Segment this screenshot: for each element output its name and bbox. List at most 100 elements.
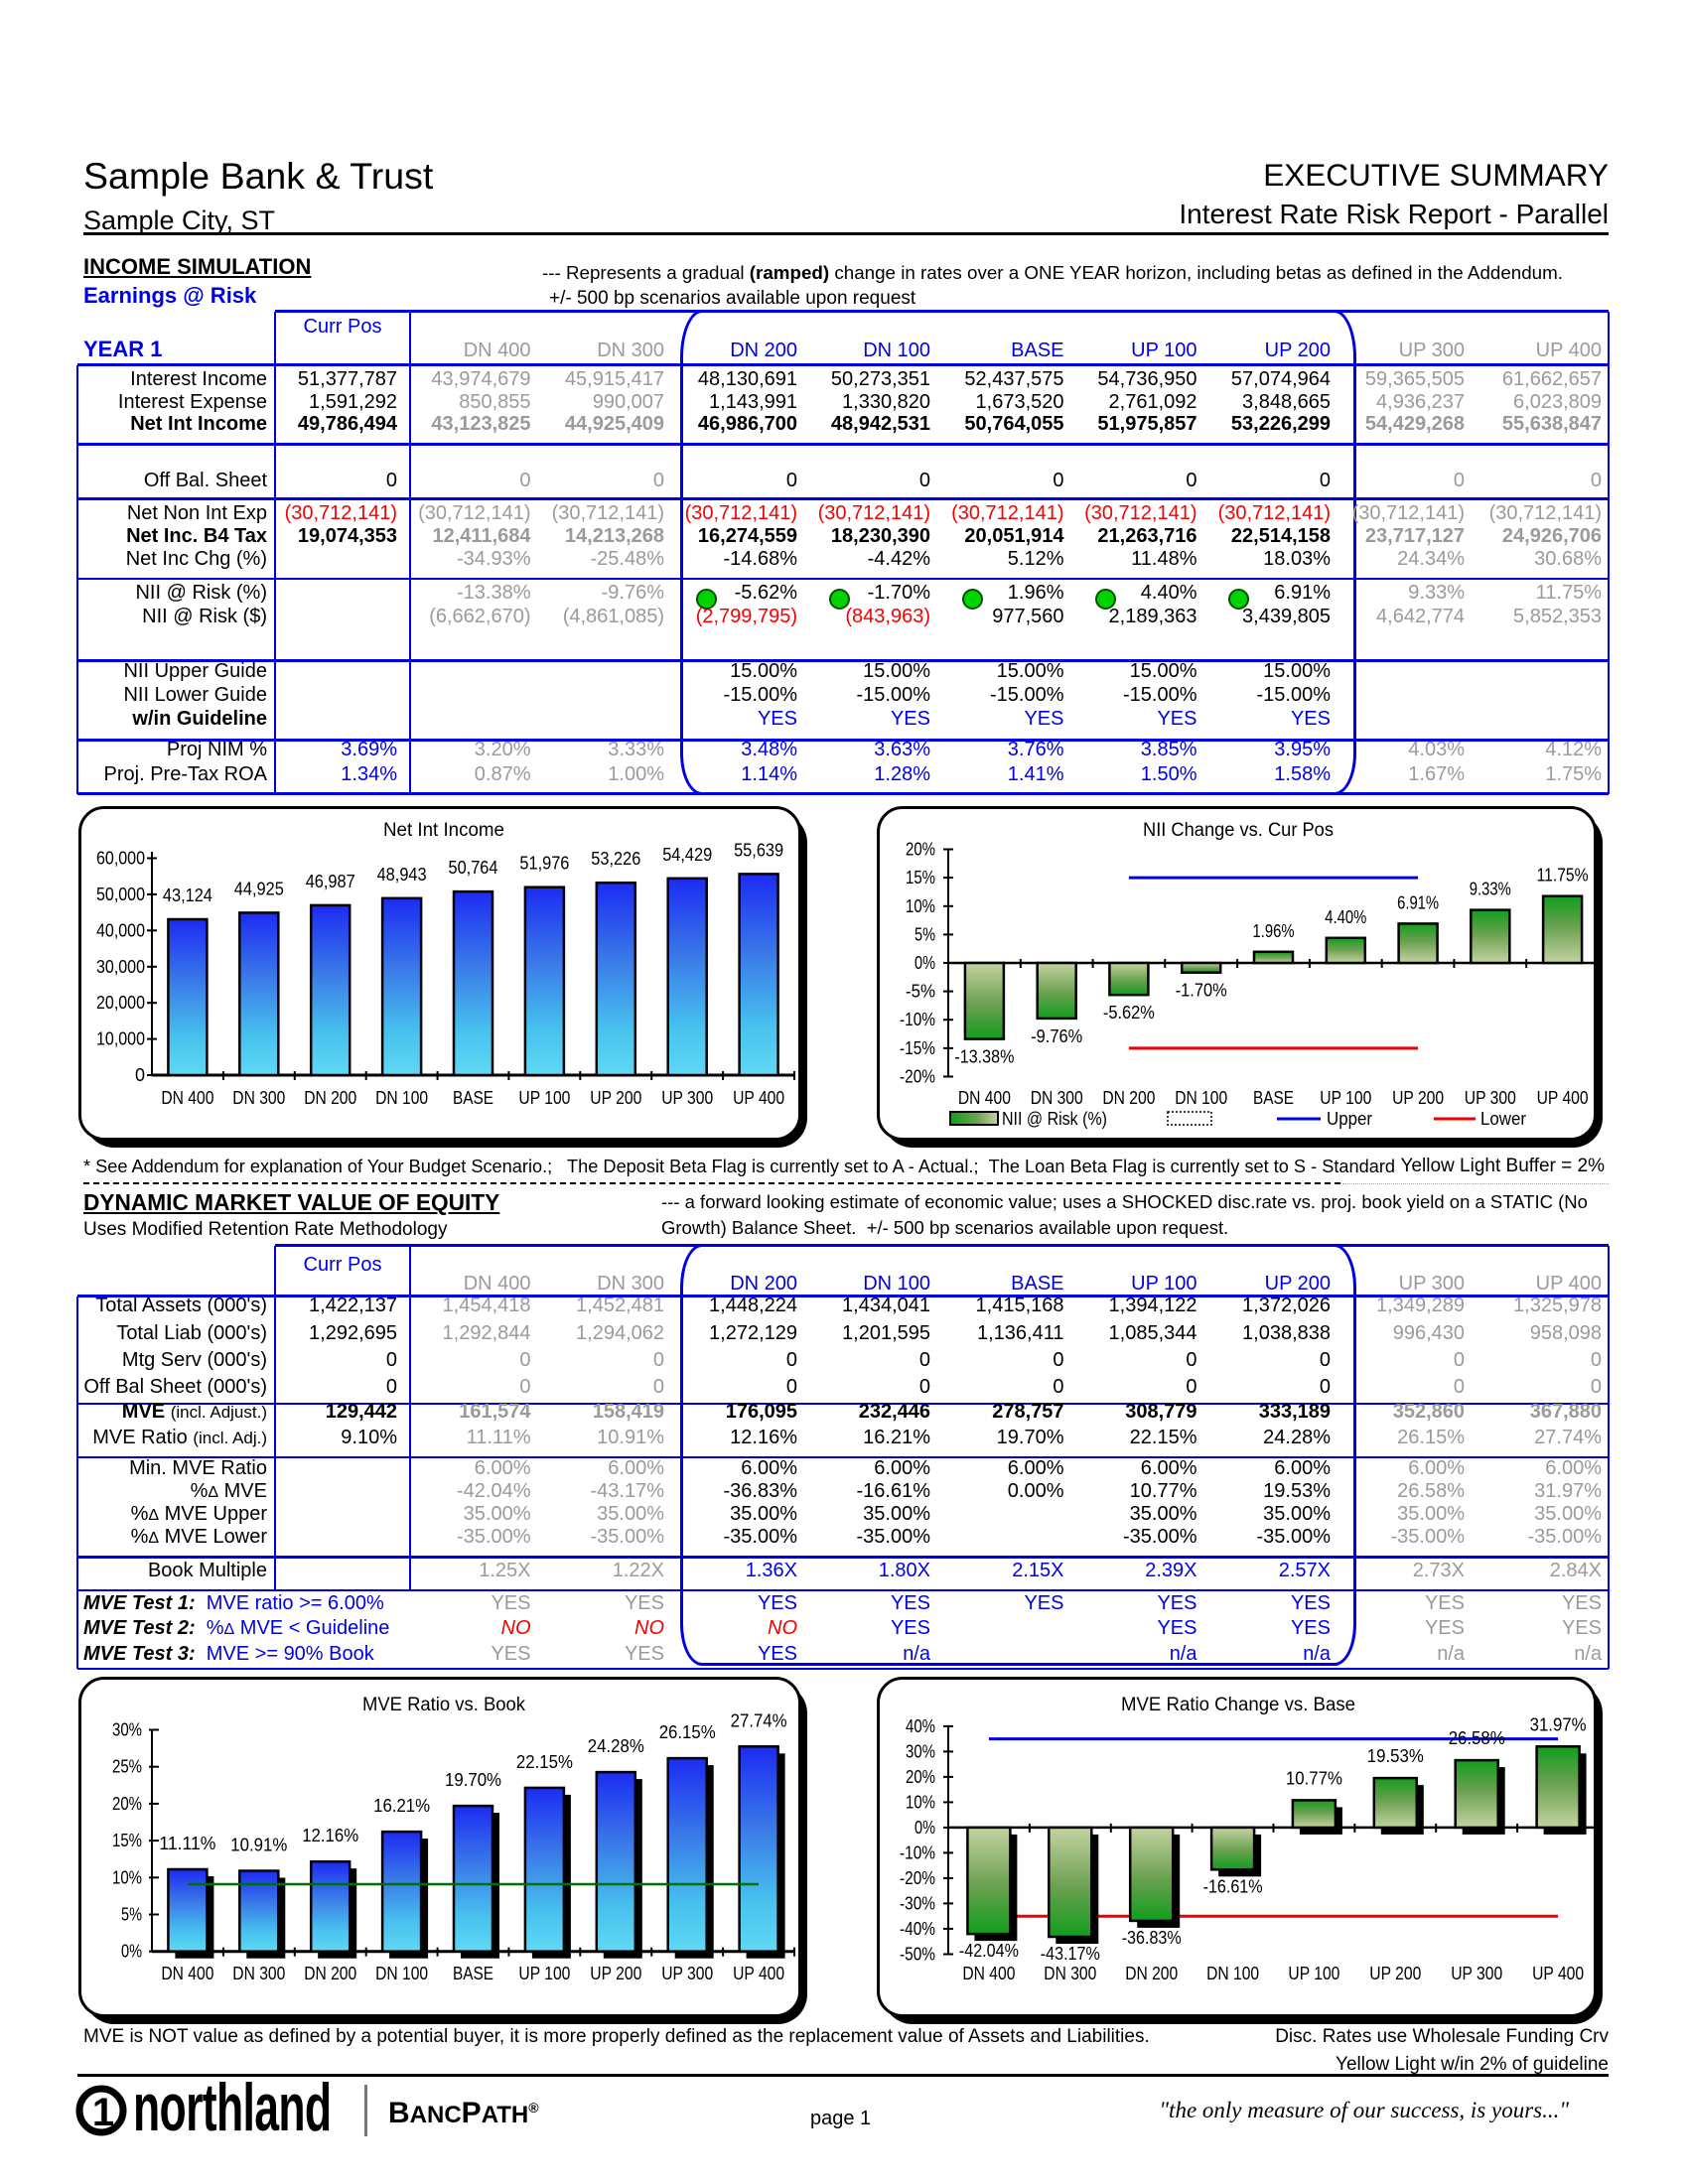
svg-text:10%: 10%	[906, 1792, 935, 1812]
svg-text:UP 400: UP 400	[733, 1088, 784, 1108]
svg-text:26.58%: 26.58%	[1449, 1728, 1505, 1748]
svg-text:-1.70%: -1.70%	[1176, 981, 1227, 1001]
svg-text:UP 200: UP 200	[590, 1964, 641, 1983]
svg-text:-5.62%: -5.62%	[1103, 1003, 1155, 1023]
svg-text:30,000: 30,000	[96, 957, 145, 977]
svg-text:UP 300: UP 300	[661, 1088, 713, 1108]
svg-text:BASE: BASE	[1253, 1088, 1294, 1108]
svg-text:20%: 20%	[112, 1794, 142, 1814]
svg-text:MVE Ratio vs. Book: MVE Ratio vs. Book	[362, 1695, 525, 1715]
svg-text:-13.38%: -13.38%	[954, 1047, 1014, 1067]
svg-text:25%: 25%	[112, 1757, 142, 1777]
svg-text:10.91%: 10.91%	[230, 1836, 287, 1855]
svg-text:-20%: -20%	[900, 1067, 935, 1087]
svg-text:20,000: 20,000	[96, 993, 145, 1013]
svg-text:10.77%: 10.77%	[1286, 1768, 1342, 1788]
svg-text:1.96%: 1.96%	[1253, 921, 1295, 941]
svg-text:0%: 0%	[914, 953, 935, 973]
svg-text:UP 200: UP 200	[1369, 1964, 1421, 1983]
svg-text:19.53%: 19.53%	[1367, 1746, 1424, 1766]
svg-text:22.15%: 22.15%	[516, 1752, 573, 1772]
svg-text:DN 400: DN 400	[161, 1964, 213, 1983]
svg-text:20%: 20%	[906, 1767, 935, 1787]
svg-text:40%: 40%	[906, 1716, 935, 1736]
svg-text:-16.61%: -16.61%	[1203, 1876, 1263, 1896]
svg-text:DN 100: DN 100	[1206, 1964, 1259, 1983]
svg-text:NII @ Risk (%): NII @ Risk (%)	[1002, 1109, 1107, 1129]
svg-text:-36.83%: -36.83%	[1122, 1928, 1182, 1948]
svg-text:NII Change vs. Cur Pos: NII Change vs. Cur Pos	[1143, 820, 1334, 841]
svg-text:DN 200: DN 200	[304, 1964, 356, 1983]
svg-text:55,639: 55,639	[734, 840, 783, 860]
svg-text:-9.76%: -9.76%	[1031, 1026, 1082, 1046]
svg-text:11.11%: 11.11%	[159, 1834, 215, 1853]
svg-text:UP 300: UP 300	[1451, 1964, 1502, 1983]
svg-text:DN 400: DN 400	[161, 1088, 213, 1108]
svg-text:Net Int Income: Net Int Income	[383, 820, 504, 841]
svg-text:-40%: -40%	[900, 1919, 935, 1939]
svg-text:15%: 15%	[906, 868, 935, 887]
svg-text:6.91%: 6.91%	[1397, 892, 1439, 912]
svg-text:-50%: -50%	[900, 1945, 935, 1965]
svg-text:-10%: -10%	[900, 1010, 935, 1029]
svg-text:0: 0	[135, 1065, 145, 1085]
svg-text:BASE: BASE	[453, 1088, 493, 1108]
svg-text:-42.04%: -42.04%	[959, 1941, 1019, 1961]
svg-text:UP 100: UP 100	[1320, 1088, 1371, 1108]
svg-text:DN 200: DN 200	[1102, 1088, 1155, 1108]
svg-text:43,124: 43,124	[163, 886, 212, 905]
svg-text:31.97%: 31.97%	[1530, 1714, 1587, 1734]
svg-text:DN 400: DN 400	[958, 1088, 1011, 1108]
svg-text:-15%: -15%	[900, 1038, 935, 1058]
svg-text:UP 400: UP 400	[1532, 1964, 1584, 1983]
svg-text:12.16%: 12.16%	[302, 1826, 358, 1845]
svg-text:DN 300: DN 300	[1031, 1088, 1083, 1108]
svg-text:10%: 10%	[112, 1867, 142, 1887]
svg-text:DN 100: DN 100	[375, 1964, 428, 1983]
svg-text:0%: 0%	[121, 1942, 142, 1962]
svg-text:-5%: -5%	[906, 982, 935, 1002]
svg-text:DN 200: DN 200	[304, 1088, 356, 1108]
svg-text:60,000: 60,000	[96, 849, 145, 869]
svg-text:UP 100: UP 100	[518, 1964, 570, 1983]
svg-text:50,000: 50,000	[96, 885, 145, 904]
svg-text:0%: 0%	[914, 1818, 935, 1838]
svg-text:UP 200: UP 200	[590, 1088, 641, 1108]
svg-text:MVE Ratio Change vs. Base: MVE Ratio Change vs. Base	[1121, 1695, 1355, 1715]
svg-text:DN 300: DN 300	[232, 1088, 285, 1108]
svg-text:40,000: 40,000	[96, 920, 145, 940]
svg-text:UP 300: UP 300	[1465, 1088, 1516, 1108]
svg-text:44,925: 44,925	[234, 879, 284, 898]
svg-text:15%: 15%	[112, 1831, 142, 1850]
svg-text:UP 400: UP 400	[1537, 1088, 1589, 1108]
svg-text:DN 100: DN 100	[1175, 1088, 1227, 1108]
svg-text:10%: 10%	[906, 896, 935, 916]
svg-text:30%: 30%	[112, 1720, 142, 1740]
svg-text:46,987: 46,987	[306, 872, 355, 891]
svg-text:-10%: -10%	[900, 1843, 935, 1862]
svg-text:30%: 30%	[906, 1741, 935, 1761]
svg-text:4.40%: 4.40%	[1325, 907, 1366, 927]
svg-text:UP 100: UP 100	[1288, 1964, 1339, 1983]
svg-text:UP 400: UP 400	[733, 1964, 784, 1983]
svg-text:UP 200: UP 200	[1392, 1088, 1444, 1108]
svg-text:20%: 20%	[906, 840, 935, 860]
svg-text:19.70%: 19.70%	[445, 1770, 501, 1790]
svg-text:51,976: 51,976	[519, 854, 569, 874]
svg-text:BASE: BASE	[453, 1964, 493, 1983]
svg-text:DN 200: DN 200	[1125, 1964, 1178, 1983]
svg-text:54,429: 54,429	[662, 845, 712, 865]
svg-text:DN 300: DN 300	[232, 1964, 285, 1983]
svg-text:DN 300: DN 300	[1044, 1964, 1096, 1983]
svg-text:UP 300: UP 300	[661, 1964, 713, 1983]
svg-text:Upper: Upper	[1327, 1109, 1372, 1129]
svg-text:DN 100: DN 100	[375, 1088, 428, 1108]
svg-text:16.21%: 16.21%	[373, 1796, 430, 1816]
svg-text:53,226: 53,226	[591, 849, 640, 869]
svg-text:11.75%: 11.75%	[1537, 866, 1589, 886]
svg-text:-20%: -20%	[900, 1868, 935, 1888]
svg-text:48,943: 48,943	[377, 865, 427, 885]
svg-text:UP 100: UP 100	[518, 1088, 570, 1108]
svg-text:10,000: 10,000	[96, 1029, 145, 1049]
svg-text:5%: 5%	[121, 1905, 142, 1925]
